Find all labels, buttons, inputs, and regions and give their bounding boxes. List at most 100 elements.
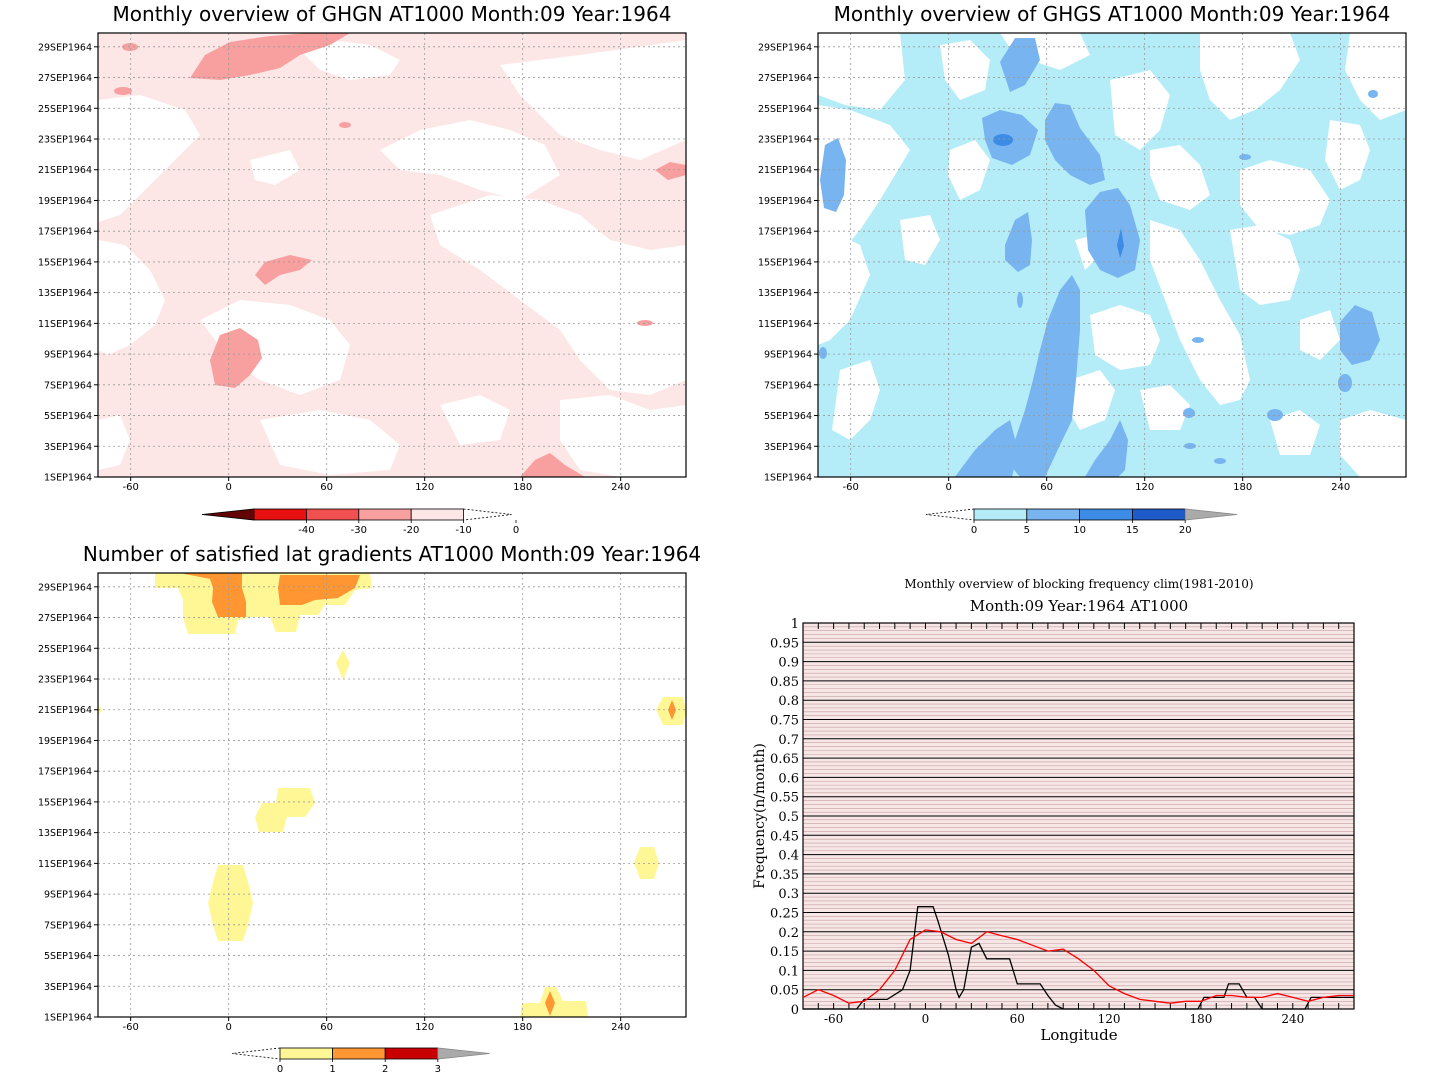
colorbar-label: -30 (351, 525, 367, 536)
freq-y-tick-label: 0.3 (778, 887, 799, 902)
x-tick-label: 120 (1135, 482, 1154, 493)
lat-grid (98, 573, 686, 1017)
ghgs-title: Monthly overview of GHGS AT1000 Month:09… (834, 2, 1391, 26)
freq-minor-grid (803, 626, 1354, 1006)
freq-x-tick-label: 120 (1098, 1012, 1121, 1026)
y-tick-label: 17SEP1964 (38, 767, 92, 778)
ghgn-panel: Monthly overview of GHGN AT1000 Month:09… (38, 2, 687, 536)
colorbar-segment (410, 508, 465, 521)
lat-frame (97, 572, 687, 1018)
freq-x-tick-label: 180 (1189, 1012, 1212, 1026)
ghgs-below-zero-areas (818, 33, 1406, 477)
y-tick-label: 27SEP1964 (38, 73, 92, 84)
y-tick-label: 13SEP1964 (758, 288, 812, 299)
freq-panel: Monthly overview of blocking frequency c… (752, 577, 1355, 1044)
y-tick-label: 1SEP1964 (44, 473, 92, 484)
ghgs-colorbar: 0 5 10 15 20 (925, 508, 1238, 536)
y-tick-label: 21SEP1964 (758, 165, 812, 176)
y-tick-label: 23SEP1964 (38, 135, 92, 146)
y-tick-label: 7SEP1964 (44, 920, 92, 931)
ghgs-x-ticks: -60 0 60 120 180 240 (842, 477, 1350, 493)
colorbar-label: 5 (1024, 525, 1030, 536)
x-tick-label: -60 (842, 482, 858, 493)
ghgs-field (818, 33, 1406, 477)
ghgn-fill-10to-20 (114, 33, 686, 477)
y-tick-label: 25SEP1964 (38, 644, 92, 655)
y-tick-label: 11SEP1964 (758, 319, 812, 330)
y-tick-label: 25SEP1964 (758, 104, 812, 115)
y-tick-label: 25SEP1964 (38, 104, 92, 115)
colorbar-left-extension (231, 1047, 281, 1060)
x-tick-label: -60 (122, 482, 138, 493)
lat-fill-1to2 (180, 573, 676, 1016)
freq-y-tick-label: 0.45 (770, 829, 799, 844)
y-tick-label: 13SEP1964 (38, 828, 92, 839)
ghgn-grid (98, 33, 686, 477)
colorbar-left-extension (201, 508, 255, 521)
y-tick-label: 9SEP1964 (44, 890, 92, 901)
freq-y-tick-label: 0.7 (778, 733, 799, 748)
lat-field (98, 573, 686, 1017)
y-tick-label: 15SEP1964 (758, 257, 812, 268)
colorbar-segment (1079, 508, 1133, 521)
colorbar-label: -20 (403, 525, 419, 536)
x-tick-label: 60 (1040, 482, 1053, 493)
y-tick-label: 29SEP1964 (38, 582, 92, 593)
colorbar-label: 10 (1073, 525, 1086, 536)
colorbar-label: 15 (1126, 525, 1139, 536)
x-tick-label: 0 (225, 482, 231, 493)
colorbar-segment (973, 508, 1028, 521)
freq-y-tick-label: 0.1 (778, 964, 799, 979)
freq-x-label: Longitude (1040, 1026, 1117, 1044)
y-tick-label: 11SEP1964 (38, 319, 92, 330)
freq-x-tick-label: 0 (922, 1012, 930, 1026)
x-tick-label: 180 (513, 482, 532, 493)
y-tick-label: 3SEP1964 (44, 982, 92, 993)
colorbar-label: 0 (971, 525, 977, 536)
lat-title: Number of satisfied lat gradients AT1000… (83, 542, 701, 566)
freq-subtitle: Month:09 Year:1964 AT1000 (970, 597, 1188, 615)
freq-y-tick-label: 0.15 (770, 945, 799, 960)
lat-colorbar: 0 1 2 3 (231, 1047, 490, 1075)
lat-x-ticks: -60 0 60 120 180 240 (122, 1017, 630, 1033)
colorbar-label: -10 (455, 525, 471, 536)
freq-y-tick-label: 0.5 (778, 810, 799, 825)
y-tick-label: 19SEP1964 (38, 196, 92, 207)
ghgs-fill-10to15 (993, 134, 1124, 258)
lat-y-ticks: 1SEP1964 3SEP1964 5SEP1964 7SEP1964 9SEP1964… (38, 582, 98, 1024)
ghgn-colorbar: -40 -30 -20 -10 0 (201, 508, 519, 536)
y-tick-label: 27SEP1964 (758, 73, 812, 84)
colorbar-label: 0 (277, 1064, 283, 1075)
freq-y-label: Frequency(n/month) (752, 743, 768, 889)
y-tick-label: 7SEP1964 (764, 380, 812, 391)
lat-background (98, 573, 686, 1017)
y-tick-label: 23SEP1964 (758, 135, 812, 146)
y-tick-label: 21SEP1964 (38, 705, 92, 716)
freq-y-tick-label: 0.35 (770, 868, 799, 883)
colorbar-segment (279, 1047, 333, 1060)
freq-title: Monthly overview of blocking frequency c… (904, 577, 1253, 591)
blocking-frequency-line (803, 906, 1354, 1010)
y-tick-label: 23SEP1964 (38, 675, 92, 686)
colorbar-label: 0 (513, 525, 519, 536)
y-tick-label: 27SEP1964 (38, 613, 92, 624)
ghgn-y-ticks: 1SEP1964 3SEP1964 5SEP1964 7SEP1964 9SEP1964… (38, 42, 98, 484)
x-tick-label: 240 (1331, 482, 1350, 493)
colorbar-segment (384, 1047, 439, 1060)
freq-y-ticks: 0 0.05 0.1 0.15 0.2 0.25 0.3 0.35 0.4 0.45 0.5 0.55… (770, 617, 799, 1018)
freq-y-tick-label: 0.4 (778, 849, 799, 864)
freq-y-tick-label: 0.8 (778, 694, 799, 709)
freq-y-tick-label: 0.25 (770, 907, 799, 922)
ghgn-x-ticks: -60 0 60 120 180 240 (122, 477, 630, 493)
ghgs-y-ticks: 1SEP1964 3SEP1964 5SEP1964 7SEP1964 9SEP1964… (758, 42, 818, 484)
x-tick-label: 240 (611, 1022, 630, 1033)
freq-y-tick-label: 0.85 (770, 675, 799, 690)
y-tick-label: 9SEP1964 (764, 350, 812, 361)
colorbar-label: 2 (382, 1064, 388, 1075)
freq-y-tick-label: 0.9 (778, 656, 799, 671)
x-tick-label: 60 (320, 482, 333, 493)
y-tick-label: 11SEP1964 (38, 859, 92, 870)
x-tick-label: 240 (611, 482, 630, 493)
y-tick-label: 5SEP1964 (764, 411, 812, 422)
